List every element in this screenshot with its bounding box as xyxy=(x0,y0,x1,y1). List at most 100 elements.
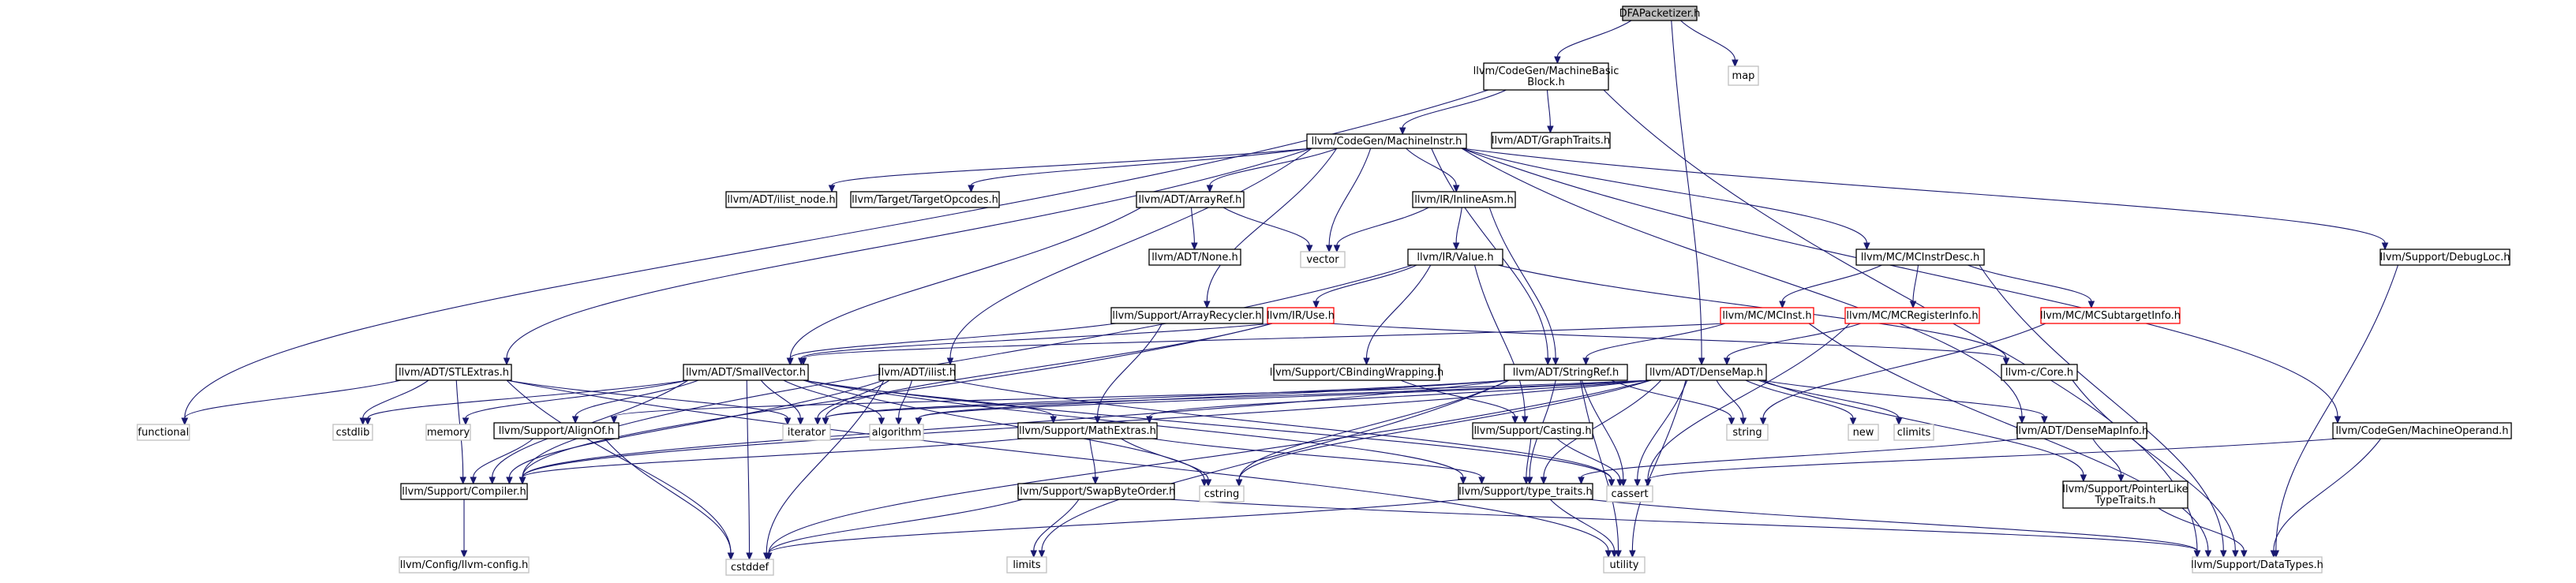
node-box xyxy=(878,364,956,381)
edge-arrowhead xyxy=(1578,476,1585,485)
node-cstring: cstring xyxy=(1199,485,1245,503)
node-arrayrecycler[interactable]: llvm/Support/ArrayRecycler.h xyxy=(1110,307,1264,324)
edge-arrowhead xyxy=(2241,550,2248,559)
edge-densemap-to-string xyxy=(1716,379,1747,426)
node-box xyxy=(725,559,774,576)
node-none[interactable]: llvm/ADT/None.h xyxy=(1148,249,1241,266)
edge-mathextras-to-compiler xyxy=(519,438,1024,485)
edge-line xyxy=(1461,148,1867,244)
edge-debugloc-to-datatypes xyxy=(2272,264,2399,559)
edge-line xyxy=(789,323,1117,359)
node-mcsubtarget[interactable]: llvm/MC/MCSubtargetInfo.h xyxy=(2040,307,2181,324)
node-mathextras[interactable]: llvm/Support/MathExtras.h xyxy=(1017,422,1158,439)
node-debugloc[interactable]: llvm/Support/DebugLoc.h xyxy=(2379,249,2510,266)
node-graphtraits[interactable]: llvm/ADT/GraphTraits.h xyxy=(1491,132,1611,149)
edge-arrowhead xyxy=(462,417,470,426)
node-arrayref[interactable]: llvm/ADT/ArrayRef.h xyxy=(1136,191,1245,208)
node-compiler[interactable]: llvm/Support/Compiler.h xyxy=(400,483,528,500)
node-inlineasm[interactable]: llvm/IR/InlineAsm.h xyxy=(1412,191,1516,208)
edge-arrowhead xyxy=(1038,550,1046,559)
node-box xyxy=(1300,251,1346,268)
node-llvmccore[interactable]: llvm-c/Core.h xyxy=(2001,364,2078,381)
node-label: TypeTraits.h xyxy=(2094,495,2155,506)
edge-mi-to-debugloc xyxy=(1461,148,2389,251)
edge-line xyxy=(184,379,402,419)
edge-arrowhead xyxy=(2193,550,2201,559)
edge-arrowhead xyxy=(359,417,367,426)
node-ilistnode[interactable]: llvm/ADT/ilist_node.h xyxy=(725,191,837,208)
edge-arrowhead xyxy=(1728,417,1735,426)
node-cbinding[interactable]: llvm/Support/CBindingWrapping.h xyxy=(1270,364,1444,381)
edge-arrowhead xyxy=(1547,125,1554,134)
edge-value-to-cbinding xyxy=(1363,264,1432,366)
edge-arrowhead xyxy=(1759,417,1767,426)
edge-casting-to-cassert xyxy=(1556,438,1623,488)
node-mcreginfo[interactable]: llvm/MC/MCRegisterInfo.h xyxy=(1844,307,1980,324)
node-use[interactable]: llvm/IR/Use.h xyxy=(1267,307,1335,324)
node-box xyxy=(1199,485,1245,503)
node-stringref[interactable]: llvm/ADT/StringRef.h xyxy=(1503,364,1628,381)
node-label: DFAPacketizer.h xyxy=(1619,8,1701,20)
edge-line xyxy=(522,323,1273,478)
node-label: llvm/ADT/StringRef.h xyxy=(1513,367,1619,379)
node-densemap[interactable]: llvm/ADT/DenseMap.h xyxy=(1646,364,1767,381)
edge-arrowhead xyxy=(1616,479,1623,488)
edge-arrayrecycler-to-smallvector xyxy=(786,323,1117,366)
node-densemapinfo[interactable]: llvm/ADT/DenseMapInfo.h xyxy=(2016,422,2148,439)
node-box xyxy=(332,424,373,441)
node-label: climits xyxy=(1897,427,1931,439)
node-box xyxy=(1472,422,1593,439)
edge-arrowhead xyxy=(2080,474,2087,483)
edge-line xyxy=(1761,379,2045,417)
node-targetopcodes[interactable]: llvm/Target/TargetOpcodes.h xyxy=(850,191,1000,208)
node-box xyxy=(725,191,837,208)
edge-mcinst-to-smallvector xyxy=(799,323,1726,366)
node-dfa[interactable]: DFAPacketizer.h xyxy=(1619,6,1701,21)
edge-smallvector-to-iterator xyxy=(760,379,804,426)
edge-arrowhead xyxy=(1030,550,1038,559)
edge-arrowhead xyxy=(2087,301,2095,309)
node-label: llvm/ADT/None.h xyxy=(1151,252,1237,263)
edge-alignof-to-cstddef xyxy=(604,438,735,561)
node-label: llvm/MC/MCInst.h xyxy=(1722,310,1811,322)
edge-line xyxy=(1148,379,1652,417)
edge-stlextras-to-cstdlib xyxy=(359,379,429,426)
node-mcinst[interactable]: llvm/MC/MCInst.h xyxy=(1720,307,1814,324)
node-mcinstrdesc[interactable]: llvm/MC/MCInstrDesc.h xyxy=(1855,249,1985,266)
edge-line xyxy=(604,438,732,554)
edge-line xyxy=(2273,438,2382,551)
edge-arrowhead xyxy=(1698,357,1705,366)
node-box xyxy=(1136,191,1245,208)
edge-arrowhead xyxy=(1521,416,1529,424)
node-casting[interactable]: llvm/Support/Casting.h xyxy=(1472,422,1593,439)
node-smallvector[interactable]: llvm/ADT/SmallVector.h xyxy=(683,364,809,381)
node-utility: utility xyxy=(1603,556,1646,574)
edge-line xyxy=(362,379,429,419)
node-label: llvm/MC/MCInstrDesc.h xyxy=(1861,252,1980,263)
node-swapbyteorder[interactable]: llvm/Support/SwapByteOrder.h xyxy=(1017,483,1176,500)
node-mi[interactable]: llvm/CodeGen/MachineInstr.h xyxy=(1306,133,1467,149)
edge-line xyxy=(1579,379,1619,551)
node-box xyxy=(1483,62,1609,91)
node-machineoperand[interactable]: llvm/CodeGen/MachineOperand.h xyxy=(2332,422,2512,439)
node-ilist[interactable]: llvm/ADT/ilist.h xyxy=(878,364,956,381)
edge-arrowhead xyxy=(915,417,923,426)
edge-line xyxy=(1169,499,2198,551)
edge-machineoperand-to-datatypes xyxy=(2270,438,2382,559)
node-label: llvm/Support/CBindingWrapping.h xyxy=(1270,367,1444,379)
node-stlextras[interactable]: llvm/ADT/STLExtras.h xyxy=(395,364,512,381)
node-typetraits[interactable]: llvm/Support/type_traits.h xyxy=(1458,483,1593,500)
edge-line xyxy=(1762,323,2046,419)
node-alignof[interactable]: llvm/Support/AlignOf.h xyxy=(493,422,620,439)
edge-line xyxy=(522,438,1024,478)
edge-arrowhead xyxy=(1644,479,1652,488)
edge-arrowhead xyxy=(2117,474,2125,483)
edge-arrowhead xyxy=(1739,417,1747,426)
edge-densemap-to-densemapinfo xyxy=(1761,379,2048,424)
edge-stlextras-to-functional xyxy=(181,379,402,426)
node-value[interactable]: llvm/IR/Value.h xyxy=(1407,249,1503,266)
edge-line xyxy=(789,207,1142,359)
node-cstddef: cstddef xyxy=(725,559,774,576)
